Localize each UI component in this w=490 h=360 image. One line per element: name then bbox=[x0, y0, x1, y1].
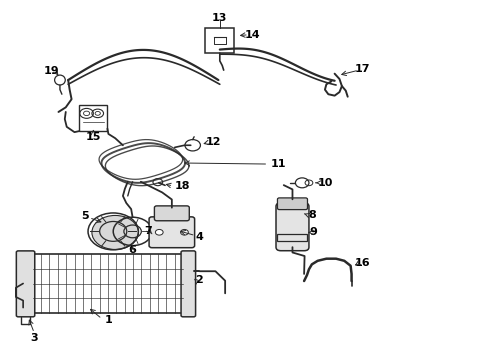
Circle shape bbox=[181, 229, 188, 235]
Circle shape bbox=[155, 229, 163, 235]
FancyBboxPatch shape bbox=[154, 206, 189, 221]
FancyBboxPatch shape bbox=[181, 251, 196, 317]
Circle shape bbox=[92, 215, 138, 249]
FancyBboxPatch shape bbox=[277, 198, 308, 210]
Text: 9: 9 bbox=[310, 228, 318, 238]
Text: 16: 16 bbox=[354, 258, 370, 268]
Text: 10: 10 bbox=[317, 178, 333, 188]
Text: 12: 12 bbox=[206, 137, 221, 147]
Text: 7: 7 bbox=[144, 226, 152, 237]
Text: 4: 4 bbox=[195, 232, 203, 242]
Text: 17: 17 bbox=[354, 64, 370, 75]
Text: 1: 1 bbox=[104, 315, 112, 325]
Text: 2: 2 bbox=[195, 275, 203, 285]
Text: 15: 15 bbox=[86, 132, 101, 143]
Text: 3: 3 bbox=[30, 333, 38, 343]
Bar bbox=[79, 104, 107, 131]
Text: 13: 13 bbox=[212, 13, 227, 23]
Text: 11: 11 bbox=[270, 159, 286, 169]
FancyBboxPatch shape bbox=[16, 251, 35, 317]
FancyBboxPatch shape bbox=[276, 203, 309, 251]
Text: 14: 14 bbox=[245, 30, 261, 40]
Bar bbox=[33, 255, 183, 313]
Text: 19: 19 bbox=[44, 66, 59, 76]
Text: 8: 8 bbox=[308, 210, 316, 220]
FancyBboxPatch shape bbox=[149, 217, 195, 248]
Text: 5: 5 bbox=[81, 211, 89, 221]
Text: 18: 18 bbox=[174, 181, 190, 192]
Bar bbox=[277, 234, 308, 240]
Bar bbox=[205, 28, 234, 53]
Text: 6: 6 bbox=[129, 245, 137, 255]
